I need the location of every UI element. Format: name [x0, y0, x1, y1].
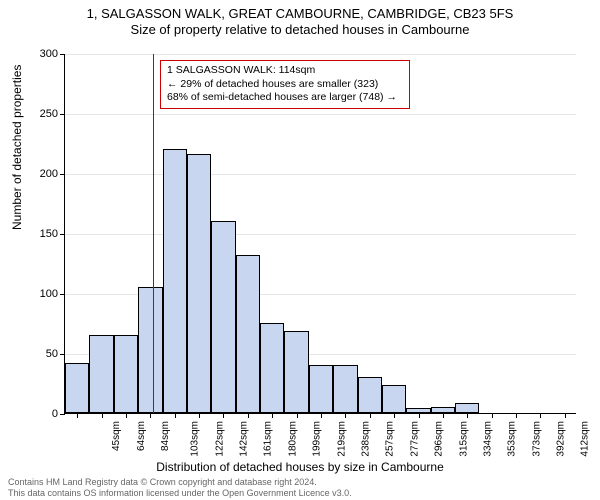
histogram-bar: [65, 363, 89, 413]
xtick-label: 180sqm: [287, 421, 298, 457]
xtick-mark: [77, 413, 78, 418]
x-axis-label: Distribution of detached houses by size …: [0, 460, 600, 474]
xtick-mark: [248, 413, 249, 418]
xtick-label: 161sqm: [263, 421, 274, 457]
xtick-mark: [565, 413, 566, 418]
xtick-label: 199sqm: [312, 421, 323, 457]
plot-area: 45sqm64sqm84sqm103sqm122sqm142sqm161sqm1…: [64, 54, 576, 414]
xtick-mark: [297, 413, 298, 418]
ytick-label: 250: [18, 108, 58, 120]
footer-attribution: Contains HM Land Registry data © Crown c…: [8, 477, 352, 498]
annotation-line: 68% of semi-detached houses are larger (…: [167, 91, 403, 105]
xtick-mark: [199, 413, 200, 418]
xtick-label: 219sqm: [336, 421, 347, 457]
ytick-label: 50: [18, 348, 58, 360]
xtick-label: 277sqm: [409, 421, 420, 457]
xtick-mark: [126, 413, 127, 418]
histogram-bar: [163, 149, 187, 413]
xtick-mark: [394, 413, 395, 418]
xtick-label: 238sqm: [361, 421, 372, 457]
xtick-label: 296sqm: [434, 421, 445, 457]
histogram-bar: [382, 385, 406, 413]
chart-area: 45sqm64sqm84sqm103sqm122sqm142sqm161sqm1…: [64, 54, 576, 414]
histogram-bar: [284, 331, 308, 413]
xtick-mark: [150, 413, 151, 418]
y-axis-label: Number of detached properties: [10, 65, 24, 230]
ytick-mark: [60, 54, 65, 55]
xtick-mark: [345, 413, 346, 418]
xtick-label: 373sqm: [531, 421, 542, 457]
annotation-line: 1 SALGASSON WALK: 114sqm: [167, 64, 403, 78]
xtick-mark: [540, 413, 541, 418]
gridline: [65, 54, 576, 55]
histogram-bar: [114, 335, 138, 413]
histogram-bar: [309, 365, 333, 413]
xtick-mark: [492, 413, 493, 418]
ytick-mark: [60, 114, 65, 115]
ytick-mark: [60, 414, 65, 415]
xtick-mark: [467, 413, 468, 418]
xtick-mark: [321, 413, 322, 418]
histogram-bar: [358, 377, 382, 413]
xtick-label: 103sqm: [190, 421, 201, 457]
xtick-mark: [370, 413, 371, 418]
xtick-label: 392sqm: [556, 421, 567, 457]
gridline: [65, 114, 576, 115]
ytick-label: 300: [18, 48, 58, 60]
annotation-line: ← 29% of detached houses are smaller (32…: [167, 78, 403, 92]
chart-titles: 1, SALGASSON WALK, GREAT CAMBOURNE, CAMB…: [0, 0, 600, 39]
xtick-label: 142sqm: [239, 421, 250, 457]
ytick-mark: [60, 174, 65, 175]
xtick-label: 45sqm: [111, 421, 122, 451]
gridline: [65, 234, 576, 235]
gridline: [65, 174, 576, 175]
xtick-mark: [419, 413, 420, 418]
ytick-label: 200: [18, 168, 58, 180]
xtick-label: 353sqm: [507, 421, 518, 457]
histogram-bar: [211, 221, 235, 413]
xtick-mark: [102, 413, 103, 418]
xtick-mark: [443, 413, 444, 418]
ytick-mark: [60, 354, 65, 355]
ytick-label: 150: [18, 228, 58, 240]
histogram-bar: [455, 403, 479, 413]
ytick-label: 100: [18, 288, 58, 300]
footer-line-1: Contains HM Land Registry data © Crown c…: [8, 477, 352, 487]
histogram-bar: [89, 335, 113, 413]
histogram-bar: [138, 287, 162, 413]
histogram-bar: [187, 154, 211, 413]
histogram-bar: [260, 323, 284, 413]
xtick-label: 84sqm: [160, 421, 171, 451]
ytick-label: 0: [18, 408, 58, 420]
xtick-mark: [272, 413, 273, 418]
title-line-2: Size of property relative to detached ho…: [0, 22, 600, 38]
histogram-bar: [333, 365, 357, 413]
annotation-box: 1 SALGASSON WALK: 114sqm← 29% of detache…: [160, 60, 410, 109]
xtick-mark: [223, 413, 224, 418]
xtick-label: 257sqm: [385, 421, 396, 457]
histogram-bar: [236, 255, 260, 413]
xtick-mark: [175, 413, 176, 418]
xtick-label: 412sqm: [580, 421, 591, 457]
xtick-label: 334sqm: [482, 421, 493, 457]
ytick-mark: [60, 234, 65, 235]
xtick-label: 64sqm: [136, 421, 147, 451]
title-line-1: 1, SALGASSON WALK, GREAT CAMBOURNE, CAMB…: [0, 6, 600, 22]
xtick-mark: [516, 413, 517, 418]
xtick-label: 122sqm: [214, 421, 225, 457]
xtick-label: 315sqm: [458, 421, 469, 457]
ytick-mark: [60, 294, 65, 295]
footer-line-2: This data contains OS information licens…: [8, 488, 352, 498]
reference-line: [153, 54, 154, 413]
